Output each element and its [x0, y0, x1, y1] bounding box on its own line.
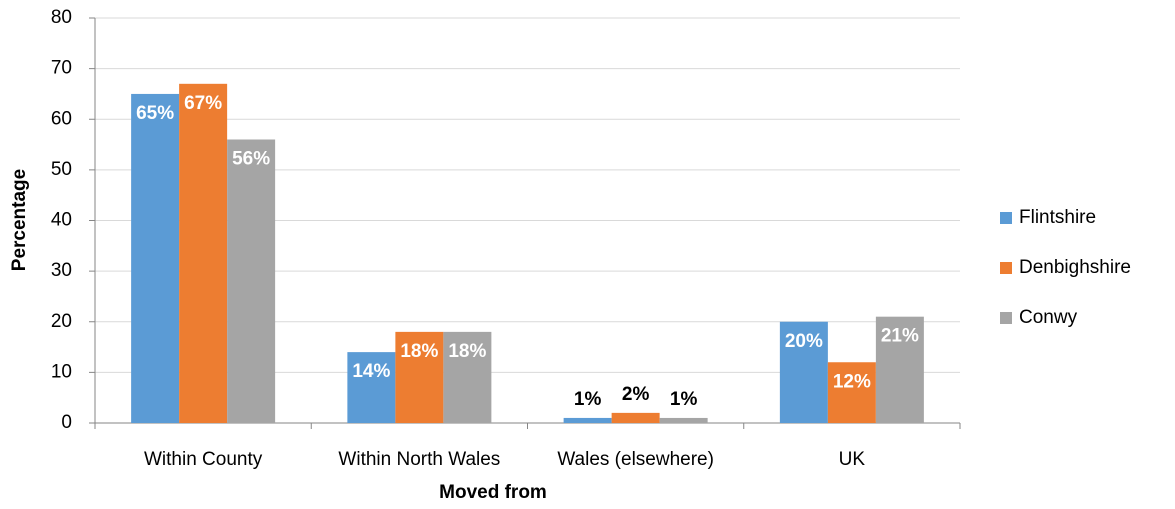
bar	[611, 412, 660, 423]
y-tick-label: 80	[51, 7, 72, 28]
data-label: 14%	[352, 361, 390, 382]
y-tick-label: 50	[51, 159, 72, 180]
data-label: 20%	[785, 331, 823, 352]
bar	[443, 331, 492, 423]
x-tick-label: UK	[839, 449, 866, 470]
x-tick-label: Wales (elsewhere)	[557, 449, 714, 470]
bar	[347, 352, 396, 423]
legend-label: Flintshire	[1019, 207, 1096, 228]
data-label: 21%	[881, 326, 919, 347]
y-tick-label: 20	[51, 311, 72, 332]
bar	[827, 362, 876, 423]
data-label: 12%	[833, 371, 871, 392]
y-tick-label: 0	[61, 412, 72, 433]
data-label: 1%	[574, 389, 602, 410]
data-label: 67%	[184, 93, 222, 114]
data-label: 18%	[448, 341, 486, 362]
x-tick-label: Within North Wales	[338, 449, 500, 470]
y-tick-label: 60	[51, 108, 72, 129]
legend-label: Conwy	[1019, 307, 1078, 328]
bar	[659, 417, 708, 423]
data-label: 2%	[622, 384, 650, 405]
y-tick-label: 40	[51, 210, 72, 231]
data-label: 65%	[136, 103, 174, 124]
y-tick-label: 10	[51, 361, 72, 382]
data-label: 1%	[670, 389, 698, 410]
x-tick-label: Within County	[144, 449, 263, 470]
bar	[563, 417, 612, 423]
legend-swatch	[1000, 262, 1012, 274]
legend-swatch	[1000, 212, 1012, 224]
bar	[131, 93, 180, 423]
legend-swatch	[1000, 312, 1012, 324]
legend-label: Denbighshire	[1019, 257, 1131, 278]
bar	[395, 331, 444, 423]
bar	[875, 316, 924, 423]
y-axis-label: Percentage	[9, 169, 30, 271]
data-label: 18%	[400, 341, 438, 362]
bar	[227, 139, 276, 423]
y-tick-label: 70	[51, 58, 72, 79]
bar	[779, 321, 828, 423]
x-axis-label: Moved from	[439, 482, 547, 503]
y-tick-label: 30	[51, 260, 72, 281]
bar	[179, 83, 228, 423]
data-label: 56%	[232, 149, 270, 170]
